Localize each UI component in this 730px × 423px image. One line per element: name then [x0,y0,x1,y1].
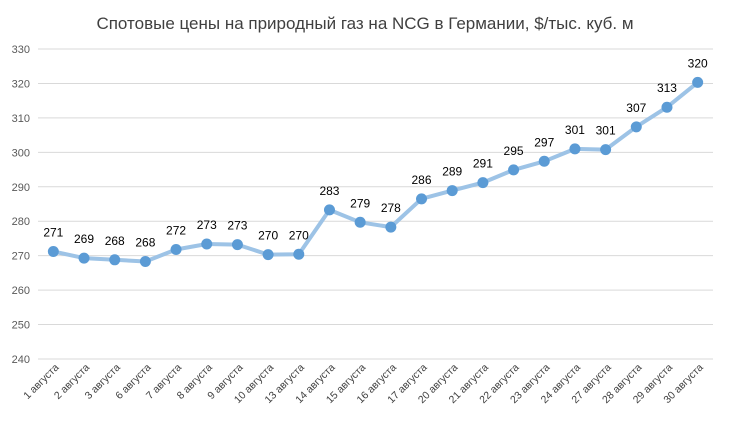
data-point [231,239,243,251]
data-point [538,155,550,167]
data-point [385,221,397,233]
gridlines [38,48,713,360]
data-label: 273 [197,218,217,232]
series-line-path [51,80,700,264]
y-tick-label: 290 [12,182,30,194]
data-label: 269 [74,232,94,246]
data-point [630,121,642,133]
y-tick-label: 280 [12,216,30,228]
data-point [569,143,581,155]
data-label: 313 [657,81,677,95]
data-point [692,76,704,88]
data-point [262,249,274,261]
series-line [51,80,700,264]
data-point [323,204,335,216]
data-label: 268 [105,234,125,248]
data-label: 295 [504,144,524,158]
y-tick-label: 330 [12,44,30,56]
data-point [446,185,458,197]
series-points [47,76,704,268]
data-label: 273 [227,219,247,233]
y-tick-label: 270 [12,251,30,263]
data-point [109,254,121,266]
y-tick-label: 300 [12,147,30,159]
data-label: 297 [534,135,554,149]
data-label: 301 [596,124,616,138]
data-point [354,216,366,228]
data-point [661,101,673,113]
data-label: 289 [442,165,462,179]
data-point [508,164,520,176]
data-label: 270 [289,228,309,242]
y-tick-label: 240 [12,354,30,366]
data-label: 268 [135,236,155,250]
data-point [600,144,612,156]
data-point [170,243,182,255]
data-label: 307 [626,101,646,115]
data-label: 279 [350,196,370,210]
data-label: 301 [565,123,585,137]
data-point [416,193,428,205]
y-tick-label: 260 [12,285,30,297]
data-point [47,246,59,258]
y-tick-label: 310 [12,113,30,125]
data-point [78,252,90,264]
data-label: 278 [381,201,401,215]
y-tick-label: 320 [12,78,30,90]
data-label: 270 [258,229,278,243]
y-tick-label: 250 [12,320,30,332]
data-label: 271 [43,226,63,240]
data-point [201,238,213,250]
data-label: 272 [166,223,186,237]
chart-title: Спотовые цены на природный газ на NCG в … [96,14,634,33]
y-axis-ticks: 240 250 260 270 280 290 300 310 320 330 [12,44,30,366]
data-point [293,248,305,260]
data-label: 286 [412,173,432,187]
data-label: 291 [473,157,493,171]
data-label: 283 [319,184,339,198]
data-label: 320 [688,56,708,70]
data-labels: 271 269 268 268 272 273 273 270 270 283 279 278 286 2… [43,56,708,249]
data-point [139,256,151,268]
data-point [477,177,489,189]
